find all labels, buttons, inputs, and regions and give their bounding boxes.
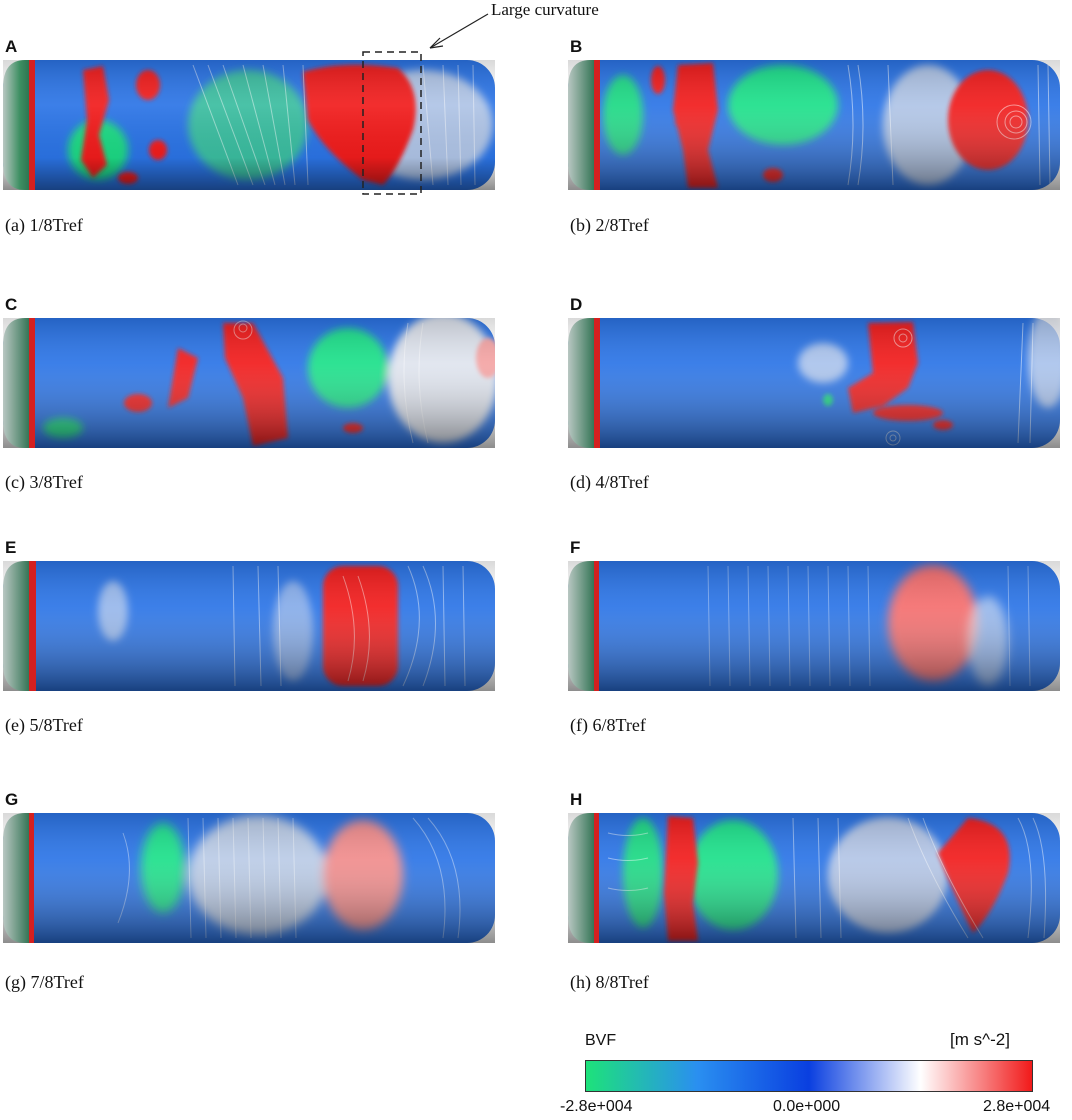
panel-label-b: B [570,37,583,56]
legend-unit-label: [m s^-2] [950,1030,1010,1049]
panel-caption-b: (b) 2/8Tref [570,215,649,235]
panel-caption-e: (e) 5/8Tref [5,715,83,735]
panel-label-g: G [5,790,19,809]
cylinder-surface-image-c [3,318,495,448]
cylinder-surface-image-h [568,813,1060,943]
panel-caption-d: (d) 4/8Tref [570,472,649,492]
cylinder-surface-image-a [3,60,495,190]
legend-min-label: -2.8e+004 [560,1098,633,1115]
panel-caption-c: (c) 3/8Tref [5,472,83,492]
panel-label-h: H [570,790,583,809]
panel-caption-h: (h) 8/8Tref [570,972,649,992]
colorbar [585,1060,1033,1092]
annotation-arrow [429,13,489,49]
panel-caption-g: (g) 7/8Tref [5,972,84,992]
cylinder-surface-image-g [3,813,495,943]
panel-caption-f: (f) 6/8Tref [570,715,646,735]
panel-label-e: E [5,538,17,557]
cylinder-surface-image-b [568,60,1060,190]
panel-label-c: C [5,295,18,314]
panel-label-d: D [570,295,583,314]
cylinder-surface-image-d [568,318,1060,448]
legend-mid-label: 0.0e+000 [773,1098,841,1115]
cylinder-surface-image-e [3,561,495,691]
panel-label-f: F [570,538,581,557]
cylinder-surface-image-f [568,561,1060,691]
panel-label-a: A [5,37,18,56]
legend-variable-label: BVF [585,1032,617,1049]
legend-max-label: 2.8e+004 [983,1098,1051,1115]
panel-caption-a: (a) 1/8Tref [5,215,83,235]
annotation-label: Large curvature [491,0,599,19]
